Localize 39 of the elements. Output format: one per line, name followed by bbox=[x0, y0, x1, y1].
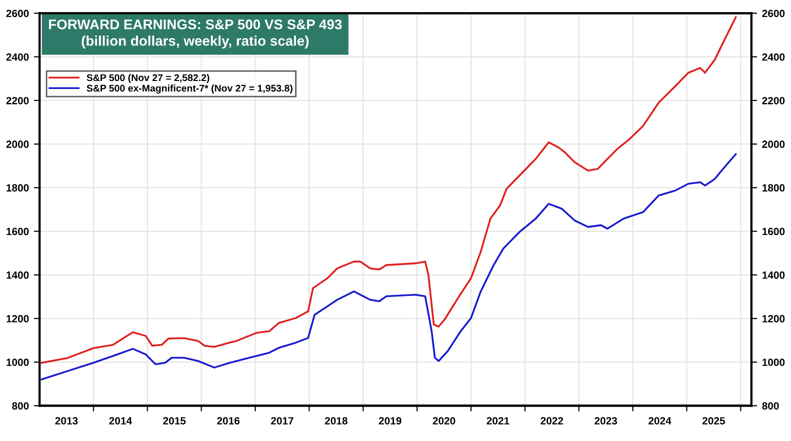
y2-tick-label: 2600 bbox=[762, 10, 785, 18]
legend-label: S&P 500 ex-Magnificent-7* (Nov 27 = 1,953.8) bbox=[86, 84, 292, 94]
y-tick-label: 1200 bbox=[6, 315, 29, 322]
y-tick-label: 1400 bbox=[6, 271, 29, 279]
chart-title: FORWARD EARNINGS: S&P 500 VS S&P 493 bbox=[49, 19, 342, 30]
y-tick-label: 800 bbox=[12, 402, 29, 410]
y-tick-label: 2600 bbox=[6, 10, 29, 18]
y-tick-label: 1800 bbox=[6, 184, 29, 192]
y-tick-label: 1000 bbox=[6, 358, 29, 366]
line-series bbox=[40, 16, 737, 364]
y2-tick-label: 1400 bbox=[762, 271, 785, 279]
x-tick-label: 2016 bbox=[217, 417, 240, 424]
x-tick-label: 2018 bbox=[324, 417, 348, 424]
x-tick-label: 2013 bbox=[55, 417, 78, 424]
y2-tick-label: 2000 bbox=[762, 140, 785, 148]
x-tick-label: 2023 bbox=[594, 417, 618, 424]
x-tick-label: 2015 bbox=[163, 417, 186, 424]
y-tick-label: 2400 bbox=[6, 53, 29, 61]
y-tick-label: 1600 bbox=[6, 228, 29, 236]
x-tick-label: 2020 bbox=[432, 417, 456, 424]
x-tick-label: 2017 bbox=[271, 417, 294, 424]
legend-label: S&P 500 (Nov 27 = 2,582.2) bbox=[86, 74, 210, 84]
y2-tick-label: 1200 bbox=[762, 315, 785, 322]
x-tick-label: 2021 bbox=[486, 417, 510, 424]
y2-tick-label: 2400 bbox=[762, 53, 785, 61]
y-tick-label: 2000 bbox=[6, 140, 29, 148]
x-tick-label: 2019 bbox=[378, 417, 402, 424]
x-tick-label: 2022 bbox=[540, 417, 564, 424]
x-tick-label: 2025 bbox=[702, 417, 725, 424]
x-tick-label: 2014 bbox=[109, 417, 132, 424]
y2-tick-label: 1000 bbox=[762, 358, 785, 366]
y-tick-label: 2200 bbox=[6, 96, 29, 104]
y2-tick-label: 2200 bbox=[762, 96, 785, 104]
y2-tick-label: 1600 bbox=[762, 228, 785, 236]
y2-tick-label: 1800 bbox=[762, 184, 785, 192]
line-series bbox=[40, 153, 737, 380]
x-tick-label: 2024 bbox=[648, 417, 672, 424]
y2-tick-label: 800 bbox=[762, 402, 779, 410]
text: (billion dollars, weekly, ratio scale) bbox=[82, 36, 309, 49]
